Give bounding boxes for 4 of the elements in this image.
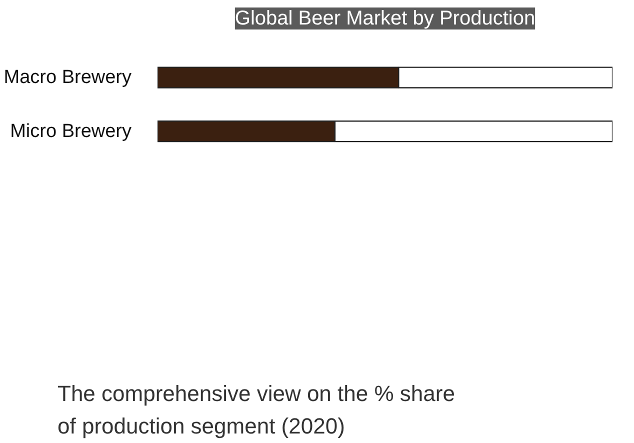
y-tick-label: Micro Brewery <box>10 120 132 142</box>
text: The comprehensive view on the % share of production segment (2020) <box>58 381 455 438</box>
y-tick-label: Macro Brewery <box>4 67 132 88</box>
chart-title: Global Beer Market by Production <box>234 8 536 30</box>
